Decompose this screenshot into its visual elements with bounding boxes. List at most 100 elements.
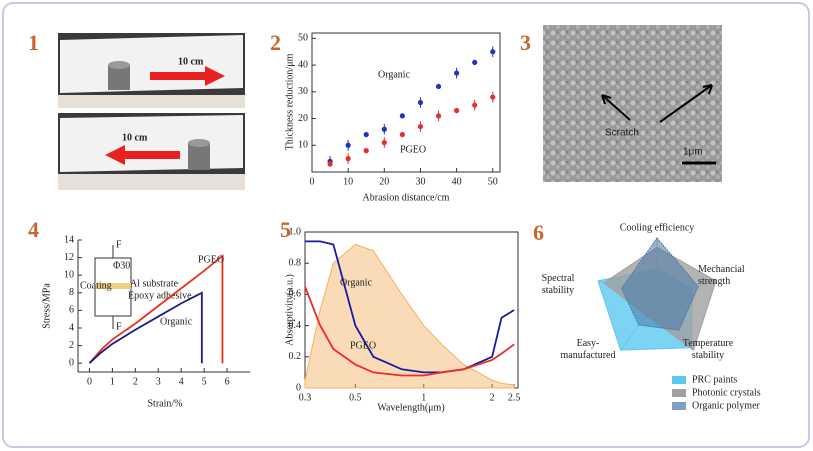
point xyxy=(435,113,442,119)
photo-text: 10 cm xyxy=(178,56,204,67)
point xyxy=(381,139,387,146)
y-tick-label: 1.0 xyxy=(289,226,302,237)
inset-layer xyxy=(95,283,131,289)
inset-label: Coating xyxy=(80,280,112,291)
y-tick-label: 0.2 xyxy=(289,351,302,362)
y-tick-label: 0.6 xyxy=(289,289,302,300)
inset-label: Al substrate xyxy=(130,278,179,289)
inset-label: F xyxy=(116,321,122,332)
point xyxy=(417,99,424,106)
x-tick-label: 10 xyxy=(343,176,353,187)
legend-label: PRC paints xyxy=(692,374,737,385)
series-label: PGEO xyxy=(198,254,224,265)
photo-text: 10 cm xyxy=(122,132,148,143)
plot-frame xyxy=(311,32,501,173)
point xyxy=(327,161,333,167)
radar-label: Easy-manufactured xyxy=(561,338,616,361)
x-tick-label: 20 xyxy=(379,176,389,187)
y-tick-label: 8 xyxy=(69,287,74,298)
panel-label: 5 xyxy=(280,217,291,242)
legend-label: Photonic crystals xyxy=(692,387,761,398)
legend-swatch xyxy=(672,376,686,384)
series-label: PGEO xyxy=(400,144,426,155)
point xyxy=(345,156,351,162)
point xyxy=(454,107,460,114)
y-tick-label: 2 xyxy=(69,340,74,351)
x-tick-label: 1 xyxy=(421,392,426,403)
radar-label: Spectral stability xyxy=(542,273,575,296)
point xyxy=(381,126,387,132)
legend-swatch xyxy=(672,402,686,410)
radar-area xyxy=(621,237,699,331)
x-tick-label: 0.3 xyxy=(299,392,312,403)
y-tick-label: 10 xyxy=(64,269,74,280)
x-tick-label: 0 xyxy=(310,176,315,187)
spectrum-area xyxy=(304,243,515,389)
y-axis-label: Thickness reduction/μm xyxy=(284,53,295,150)
x-axis-label: Strain/% xyxy=(148,398,183,409)
y-tick-label: 10 xyxy=(298,140,308,151)
point xyxy=(472,59,478,66)
y-tick-label: 0.4 xyxy=(289,320,302,331)
arrows xyxy=(601,84,713,123)
inset-label: Epoxy adhesive xyxy=(128,290,192,301)
point xyxy=(399,113,405,119)
y-tick-label: 20 xyxy=(298,113,308,124)
series-label: Organic xyxy=(340,277,373,288)
x-tick-label: 5 xyxy=(202,376,207,387)
point xyxy=(363,131,369,138)
panel-label: 6 xyxy=(533,220,544,245)
series-line xyxy=(88,291,203,364)
y-axis-label: Stress/MPa xyxy=(41,283,52,329)
panel-label: 3 xyxy=(520,30,531,55)
y-axis-label: Absorptivity(a.u.) xyxy=(284,274,295,346)
sem-image xyxy=(543,25,722,182)
x-tick-label: 30 xyxy=(415,176,425,187)
inset-label: Φ30 xyxy=(113,260,130,271)
y-tick-label: 14 xyxy=(64,234,74,245)
point xyxy=(472,102,478,108)
series-line xyxy=(305,240,515,374)
x-tick-label: 4 xyxy=(179,376,184,387)
x-tick-label: 0.5 xyxy=(349,392,362,403)
x-tick-label: 3 xyxy=(156,376,161,387)
radar-label: Mechancial strength xyxy=(698,264,745,287)
x-tick-label: 2.5 xyxy=(508,392,521,403)
series-line xyxy=(304,286,515,377)
y-tick-label: 6 xyxy=(69,305,74,316)
series-label: Organic xyxy=(160,316,193,327)
x-tick-label: 2 xyxy=(133,376,138,387)
legend-label: Organic polymer xyxy=(692,400,761,411)
point xyxy=(345,142,351,148)
panel-label: 4 xyxy=(28,217,39,242)
point xyxy=(490,49,496,55)
radar-label: Temperature stability xyxy=(683,338,734,361)
x-tick-label: 6 xyxy=(225,376,230,387)
point xyxy=(417,123,424,130)
radar-label: Cooling efficiency xyxy=(620,222,695,233)
panel-label: 1 xyxy=(28,30,39,55)
y-tick-label: 12 xyxy=(64,252,74,263)
x-tick-label: 0 xyxy=(87,376,92,387)
x-axis-label: Abrasion distance/cm xyxy=(363,192,450,203)
y-tick-label: 50 xyxy=(298,33,308,44)
point xyxy=(490,94,496,100)
x-tick-label: 40 xyxy=(452,176,462,187)
point xyxy=(363,148,369,154)
y-tick-label: 0.8 xyxy=(289,257,302,268)
photo-1 xyxy=(58,33,245,108)
x-tick-label: 50 xyxy=(488,176,498,187)
photo-2 xyxy=(58,113,245,190)
y-tick-label: 4 xyxy=(69,322,74,333)
y-tick-label: 30 xyxy=(298,86,308,97)
scale-label: 1μm xyxy=(683,147,703,158)
inset-label: F xyxy=(116,239,122,250)
series-line xyxy=(88,253,224,364)
y-tick-label: 0 xyxy=(296,382,301,393)
x-axis-label: Wavelength(μm) xyxy=(377,402,444,413)
panel-label: 2 xyxy=(270,30,281,55)
point xyxy=(399,131,405,138)
sem-label: Scratch xyxy=(605,128,639,139)
x-tick-label: 2 xyxy=(490,392,495,403)
